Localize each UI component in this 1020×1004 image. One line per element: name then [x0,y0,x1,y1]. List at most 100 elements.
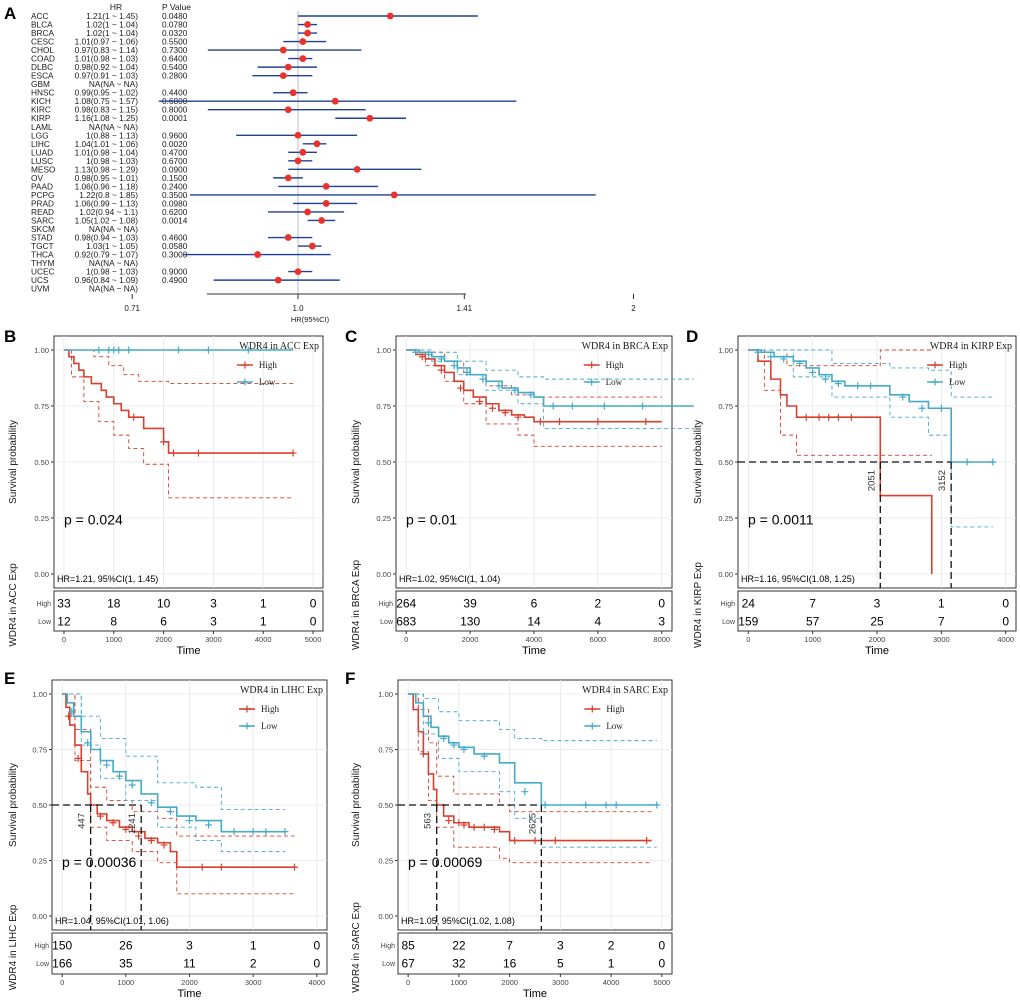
forest-hr-point [331,97,339,105]
forest-hr-point [308,242,316,250]
risk-count: 85 [401,939,415,953]
forest-cancer-label: OV [31,173,43,183]
median-lines: 563 2625 [398,804,542,930]
forest-hr-label: NA(NA ~ NA) [89,258,138,268]
censor-mark [122,825,130,833]
censor-mark [205,821,213,829]
ci-lower-line [63,349,294,499]
censor-mark [84,739,92,747]
forest-cancer-label: CESC [31,37,54,47]
forest-hr-label: NA(NA ~ NA) [89,284,138,294]
forest-cancer-label: KIRC [31,105,51,115]
forest-cancer-label: HNSC [31,88,55,98]
y-tick-label: 0.25 [34,514,49,523]
median-label: 447 [77,813,88,829]
forest-cancer-label: SARC [31,215,54,225]
forest-cancer-label: UCEC [31,267,55,277]
forest-x-tick-label: 2 [631,304,636,313]
censor-mark [68,708,76,716]
forest-p-value: 0.4900 [162,275,188,285]
legend-label-low: Low [606,721,623,731]
forest-cancer-label: SKCM [31,224,55,234]
p-value-text: p = 0.01 [406,512,457,528]
ci-lower-line [408,693,657,848]
forest-hr-label: 1.02(1 ~ 1.04) [86,20,138,30]
censor-mark [488,404,496,412]
censor-mark [854,382,862,390]
forest-cancer-label: LUSC [31,156,53,166]
hr-text: HR=1.04, 95%CI(1.01, 1.06) [55,916,169,926]
censor-mark [642,418,650,426]
risk-row-label: Low [380,619,394,626]
forest-hr-label: 0.97(0.83 ~ 1.14) [75,45,139,55]
y-tick-label: 1.00 [32,690,47,699]
risk-count: 0 [659,957,666,971]
series-low [748,348,997,528]
forest-cancer-label: DLBC [31,62,53,72]
x-tick-label: 0 [404,635,408,644]
censor-mark [289,449,297,457]
forest-cancer-label: UVM [31,284,50,294]
censor-mark [249,828,257,836]
survival-panel-f: F 0.00 0.25 0.50 0.75 1.00 Survival probabilit… [345,669,673,1000]
p-value-text: p = 0.00069 [408,854,483,870]
x-tick-label: 3000 [552,978,569,987]
legend-censor-low [588,722,596,730]
censor-mark [437,366,445,374]
risk-count: 67 [401,957,415,971]
series-low [62,693,289,853]
risk-count: 0 [659,939,666,953]
forest-hr-point [318,217,326,224]
forest-p-value: 0.5500 [162,37,188,47]
risk-count: 6 [160,615,167,629]
panel-label-f: F [345,669,355,688]
risk-count: 35 [119,957,133,971]
censor-mark [549,402,557,410]
risk-count: 22 [452,939,466,953]
ci-upper-line [748,349,993,398]
censor-mark [125,346,133,354]
risk-count: 3 [210,597,217,611]
risk-count: 683 [396,615,416,629]
survival-curve [62,693,285,833]
x-tick-label: 0 [60,978,64,987]
y-axis-title: Survival probability [693,420,704,504]
censor-mark [834,380,842,388]
forest-hr-label: 1.02(0.94 ~ 1.1) [79,207,138,217]
forest-p-value: 0.1500 [162,173,188,183]
legend-label-high: High [261,704,280,714]
censor-mark [754,348,762,356]
risk-count: 7 [938,615,945,629]
forest-cancer-label: COAD [31,54,55,64]
forest-hr-label: 0.98(0.94 ~ 1.03) [75,233,139,243]
censor-mark [653,801,661,809]
forest-p-value: 0.6400 [162,54,188,64]
forest-hr-point [294,268,302,275]
forest-cancer-label: READ [31,207,54,217]
survival-curve [748,349,933,574]
risk-row-label: Low [722,619,736,626]
censor-mark [511,837,519,845]
censor-mark [639,402,647,410]
legend-censor-high [588,705,596,713]
forest-cancer-label: LAML [31,122,53,132]
risk-table-y-title: WDR4 in ACC Exp [8,563,19,647]
series-low [63,346,294,354]
censor-mark [425,350,433,358]
x-tick-label: 3000 [933,635,950,644]
median-label: 563 [423,813,434,829]
risk-count: 1 [260,597,267,611]
censor-mark [175,346,183,354]
censor-mark [551,837,559,845]
risk-table-frame [395,590,673,632]
x-tick-label: 2000 [462,635,479,644]
survival-curve [406,349,662,423]
censor-mark [536,418,544,426]
y-tick-label: 0.75 [718,402,733,411]
risk-count: 7 [809,597,816,611]
legend-censor-high [931,361,939,369]
risk-count: 1 [608,957,615,971]
risk-count: 3 [658,615,665,629]
censor-mark [262,828,270,836]
